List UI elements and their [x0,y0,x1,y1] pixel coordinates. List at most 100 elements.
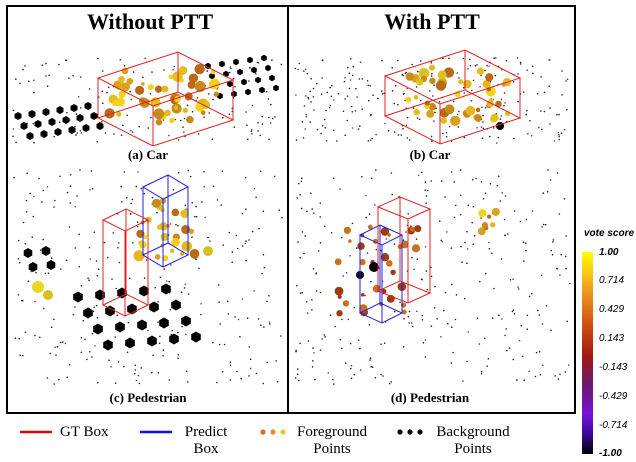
background-point [566,78,569,81]
background-point [480,181,483,183]
background-point [132,71,135,73]
background-point [315,290,318,292]
foreground-point [194,63,205,75]
background-point [41,201,43,203]
foreground-point [154,85,163,93]
background-point [480,372,483,375]
background-point [197,133,200,135]
background-point [506,349,508,352]
foreground-point [413,108,421,116]
background-point [47,272,50,274]
foreground-point [142,234,148,240]
background-point [369,139,372,141]
background-point [517,286,519,288]
background-point [471,89,473,92]
background-point [434,111,436,114]
background-point [503,104,505,107]
foreground-point [133,250,145,262]
background-point [393,102,395,105]
foreground-point [189,248,200,259]
background-point [557,378,560,380]
background-point [262,253,265,256]
background-point [40,130,48,138]
background-point [97,268,100,270]
background-point [163,318,165,320]
background-point [114,336,117,338]
foreground-dots-swatch [260,429,286,435]
background-point [183,131,185,133]
background-point [296,197,298,199]
background-point [482,114,484,117]
background-point [74,247,77,249]
background-point [227,80,233,88]
background-point [370,177,373,180]
foreground-point [336,310,343,317]
background-point [265,90,268,93]
foreground-point [429,77,436,85]
background-point [182,126,184,128]
background-point [266,300,268,303]
background-point [350,364,353,367]
background-point [355,87,357,90]
background-point [251,230,254,233]
background-point [469,64,472,67]
background-point [84,102,92,110]
background-point [402,346,405,348]
background-point [482,198,485,200]
background-point [221,170,224,173]
foreground-point [474,114,482,122]
background-point [172,189,175,191]
background-point [339,338,342,341]
foreground-point [178,71,183,76]
background-point [402,74,404,77]
background-point [314,378,316,381]
background-point [261,54,267,62]
background-point [458,110,460,113]
background-point [309,121,311,123]
background-point [390,381,392,383]
background-point [191,111,194,113]
background-point [349,342,352,345]
background-point [280,335,282,337]
background-point [558,138,560,141]
background-point [480,126,483,128]
background-point [267,98,270,100]
background-point [204,216,206,219]
background-point [254,71,257,74]
background-point [361,108,363,110]
background-point [95,260,98,262]
background-point [263,266,266,269]
background-point [549,107,551,109]
background-point [484,272,487,275]
background-point [424,356,427,358]
background-point [565,235,567,237]
background-point [251,66,257,74]
background-point [407,316,410,318]
background-point [208,112,210,114]
background-point [226,300,229,303]
background-point [92,310,95,313]
background-point [56,106,64,114]
background-point [96,316,99,319]
background-point [79,119,81,121]
background-point [375,248,378,251]
background-point [433,120,435,122]
background-point [321,125,324,127]
background-point [168,379,170,381]
background-point [257,130,259,132]
background-point [295,349,297,352]
background-point [301,231,304,233]
background-point [112,232,115,234]
panel-d-pointcloud [294,169,571,385]
background-point [393,131,396,133]
background-point [415,238,418,240]
background-point [218,343,221,346]
background-point [247,56,253,64]
background-point [538,314,540,316]
background-point [262,210,265,212]
background-point [255,76,261,84]
background-point [552,239,555,241]
background-point [247,138,249,141]
foreground-point [414,225,422,233]
background-point [342,110,345,113]
